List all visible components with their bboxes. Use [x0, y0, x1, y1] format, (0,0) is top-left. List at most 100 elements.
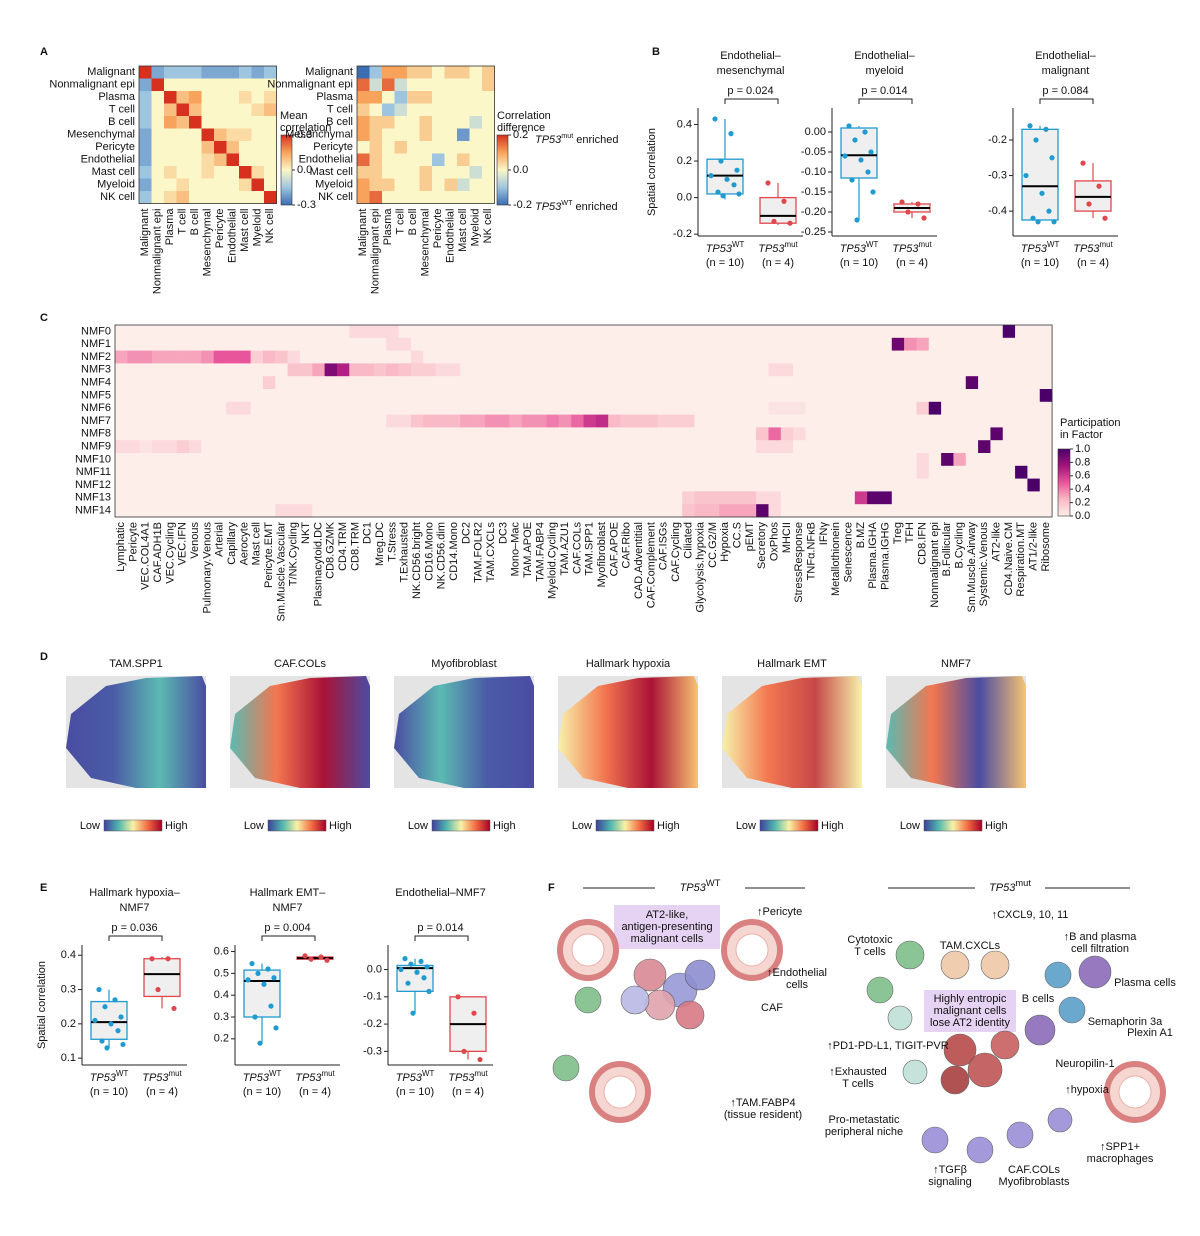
heatmap-cell: [201, 166, 215, 179]
heatmap-cell: [928, 504, 942, 518]
column-label: Mreg.DC: [374, 522, 386, 566]
cell: [980, 950, 1010, 980]
heatmap-cell: [226, 178, 240, 192]
colorbar-tick-label: 0.8: [1075, 456, 1090, 468]
heatmap-cell: [164, 478, 177, 492]
heatmap-cell: [497, 401, 510, 415]
column-label: CAF.Cycling: [670, 522, 682, 582]
heatmap-cell: [460, 350, 473, 364]
heatmap-cell: [669, 414, 683, 428]
point: [402, 956, 408, 962]
legend-high: High: [657, 820, 680, 832]
column-label: T/NK.Cycling: [288, 522, 300, 586]
heatmap-cell: [164, 465, 177, 479]
heatmap-cell: [226, 128, 240, 142]
heatmap-cell: [164, 103, 177, 117]
heatmap-cell: [583, 440, 597, 454]
heatmap-cell: [583, 414, 597, 428]
heatmap-cell: [731, 504, 745, 518]
panel-letter: E: [40, 882, 47, 894]
heatmap-cell: [139, 401, 153, 415]
heatmap-cell: [275, 414, 288, 428]
heatmap-cell: [682, 350, 695, 364]
heatmap-cell: [398, 363, 412, 377]
column-label: Malignant: [139, 209, 151, 257]
heatmap-cell: [423, 350, 436, 364]
point: [471, 1010, 477, 1016]
heatmap-cell: [336, 363, 350, 377]
heatmap-cell: [805, 325, 819, 339]
heatmap-cell: [830, 465, 843, 479]
heatmap-cell: [447, 414, 461, 428]
heatmap-cell: [657, 389, 671, 403]
heatmap-cell: [225, 350, 239, 364]
tissue-map: [394, 676, 534, 788]
bracket: [1039, 98, 1094, 104]
heatmap-cell: [287, 440, 301, 454]
group-n: (n = 4): [896, 257, 928, 269]
heatmap-cell: [264, 191, 277, 204]
heatmap-cell: [250, 325, 264, 339]
heatmap-cell: [669, 453, 683, 467]
heatmap-cell: [164, 401, 177, 415]
group-label: TP53mut: [758, 240, 798, 255]
point: [1080, 160, 1086, 166]
column-label: Pulmonary.Venous: [201, 522, 213, 614]
heatmap-cell: [817, 504, 831, 518]
heatmap-cell: [497, 376, 510, 390]
heatmap-cell: [188, 363, 202, 377]
heatmap-cell: [805, 401, 819, 415]
heatmap-cell: [830, 440, 843, 454]
diagram-label: ↑B and plasma: [1064, 931, 1138, 943]
point: [255, 970, 261, 976]
column-label: CC.G2/M: [707, 522, 719, 568]
heatmap-cell: [369, 166, 383, 179]
heatmap-cell: [558, 504, 572, 518]
heatmap-cell: [608, 427, 621, 441]
gene: TP53: [396, 1072, 423, 1084]
column-label: Ribosome: [1040, 522, 1052, 572]
column-label: CAD.Adventitial: [633, 522, 645, 599]
heatmap-cell: [706, 389, 720, 403]
heatmap-cell: [394, 141, 408, 154]
point: [734, 167, 740, 173]
heatmap-cell: [312, 453, 325, 467]
chart-title: NMF7: [273, 902, 303, 914]
heatmap-cell: [115, 504, 128, 518]
heatmap-cell: [324, 325, 338, 339]
heatmap-cell: [682, 491, 695, 505]
heatmap-cell: [201, 337, 214, 351]
heatmap-cell: [423, 376, 436, 390]
heatmap-cell: [457, 78, 470, 92]
heatmap-cell: [793, 504, 806, 518]
heatmap-cell: [213, 491, 227, 505]
point: [112, 997, 118, 1003]
heatmap-cell: [361, 363, 375, 377]
heatmap-cell: [571, 414, 584, 428]
heatmap-cell: [941, 491, 954, 505]
group-n: (n = 4): [762, 257, 794, 269]
group-n: (n = 4): [1077, 257, 1109, 269]
heatmap-cell: [472, 337, 486, 351]
heatmap-cell: [226, 166, 240, 179]
heatmap-cell: [127, 440, 140, 454]
column-label: Pericyte: [432, 209, 444, 249]
heatmap-cell: [250, 401, 264, 415]
heatmap-cell: [632, 453, 646, 467]
heatmap-cell: [546, 478, 560, 492]
row-label: Nonmalignant epi: [49, 79, 135, 91]
heatmap-cell: [373, 376, 387, 390]
heatmap-cell: [435, 478, 449, 492]
heatmap-cell: [324, 350, 338, 364]
diagram-label: ↑CXCL9, 10, 11: [992, 909, 1069, 921]
heatmap-cell: [188, 376, 202, 390]
heatmap-cell: [238, 376, 251, 390]
heatmap-cell: [398, 376, 412, 390]
heatmap-cell: [756, 478, 769, 492]
heatmap-cell: [238, 325, 251, 339]
heatmap-cell: [151, 128, 165, 142]
heatmap-cell: [620, 491, 634, 505]
heatmap-cell: [151, 504, 165, 518]
heatmap-cell: [521, 414, 535, 428]
